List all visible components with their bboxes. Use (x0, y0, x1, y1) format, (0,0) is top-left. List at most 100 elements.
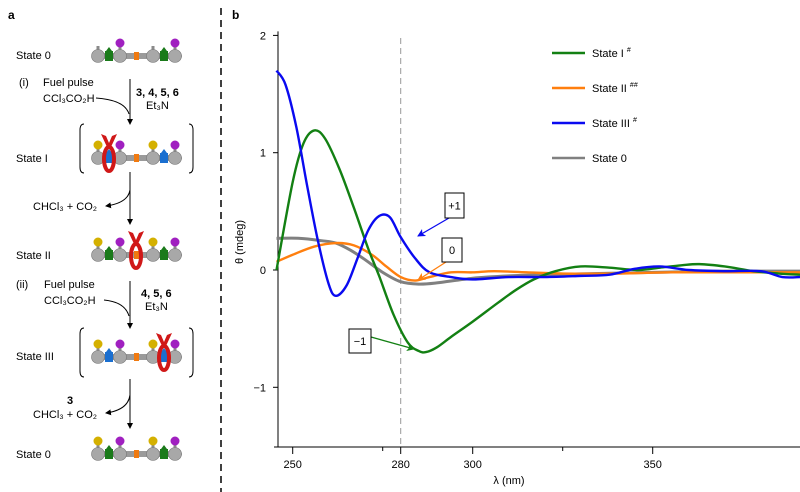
binding-station-top (106, 445, 112, 449)
annotation-text: −1 (354, 336, 367, 348)
step2-fuel-label: Fuel pulse (44, 279, 95, 291)
cap-ball (148, 436, 158, 446)
binding-station (105, 51, 113, 61)
y-tick-label: −1 (253, 382, 266, 394)
cap-ball (115, 436, 125, 446)
series-line-state-iii (275, 69, 800, 298)
binding-station-top (161, 47, 167, 51)
series-line-state-ii (276, 241, 800, 282)
cap-ball (148, 140, 158, 150)
panel-b-label: b (232, 8, 239, 22)
annotation-arrow (417, 217, 450, 237)
bracket-left-state3 (79, 327, 85, 378)
binding-station (160, 51, 168, 61)
state-label-4: State 0 (16, 449, 51, 461)
bracket-right-state3 (188, 327, 194, 378)
stopper-ball (91, 350, 105, 364)
legend-label: State III # (592, 117, 637, 130)
binding-station-top (161, 246, 167, 250)
cap-ball (93, 339, 103, 349)
stopper-ball (91, 447, 105, 461)
rotaxane-molecule (91, 38, 182, 63)
step1-reagents: 3, 4, 5, 6 (136, 87, 179, 99)
brackets (79, 123, 194, 378)
stopper-ball (113, 248, 127, 262)
step1-fuel-label: Fuel pulse (43, 77, 94, 89)
macrocycle-top (101, 134, 117, 147)
byproduct2-reagent: 3 (67, 395, 73, 407)
series-line-state-i (275, 129, 800, 354)
step1-base: Et₃N (146, 100, 169, 112)
stopper-ball (168, 49, 182, 63)
cap-ball (170, 339, 180, 349)
annotation-arrow (370, 336, 415, 351)
step1-number: (i) (19, 77, 29, 89)
molecules (91, 38, 182, 461)
central-unit (134, 251, 139, 259)
state-label-0: State 0 (16, 50, 51, 62)
legend-label: State I # (592, 47, 631, 60)
binding-station-top (161, 445, 167, 449)
step2-reagents: 4, 5, 6 (141, 288, 172, 300)
binding-station (105, 250, 113, 260)
cap-ball (170, 38, 180, 48)
byproduct2: CHCl₃ + CO₂ (33, 409, 97, 421)
binding-station-top (106, 149, 112, 153)
cap-ball (93, 237, 103, 247)
x-axis-label: λ (nm) (493, 475, 524, 487)
binding-station (105, 352, 113, 362)
cap-ball (115, 237, 125, 247)
rotaxane-molecule (91, 333, 182, 372)
arrow-byproduct-2 (105, 394, 131, 416)
x-tick-label: 300 (464, 459, 482, 471)
binding-station (105, 449, 113, 459)
stopper-ball (146, 151, 160, 165)
binding-station (160, 352, 168, 362)
stopper-ball (113, 49, 127, 63)
stopper-ball (146, 447, 160, 461)
y-tick-label: 1 (260, 148, 266, 160)
cap-ball (148, 339, 158, 349)
cap-ball (148, 237, 158, 247)
legend-superscript: ## (630, 82, 638, 89)
rotaxane-molecule (91, 134, 182, 173)
bracket-right-state1 (188, 123, 194, 174)
legend-superscript: # (633, 117, 637, 124)
x-tick-label: 350 (644, 459, 662, 471)
x-tick-label: 250 (284, 459, 302, 471)
annotation-box (441, 237, 463, 263)
reaction-scheme: a State 0 State I State II State III Sta… (8, 8, 222, 492)
state-label-3: State III (16, 351, 54, 363)
bracket-left-state1 (79, 123, 85, 174)
y-tick-label: 2 (260, 30, 266, 42)
stopper-ball (168, 447, 182, 461)
central-unit (134, 353, 139, 361)
annotation-box (444, 192, 465, 219)
binding-station (160, 153, 168, 163)
state-label-2: State II (16, 250, 51, 262)
central-unit (134, 154, 139, 162)
step1-acid: CCl₃CO₂H (43, 93, 95, 105)
legend: State I # State II ## State III # State 0 (552, 47, 638, 165)
series-line-state-0 (276, 236, 800, 286)
axes: 2 1 0 −1 250 280 300 350 (253, 30, 800, 471)
stopper-ball (168, 248, 182, 262)
cap-ball (170, 140, 180, 150)
annotation-text: 0 (449, 245, 455, 257)
byproduct1: CHCl₃ + CO₂ (33, 201, 97, 213)
binding-station (105, 153, 113, 163)
cap-ball (115, 339, 125, 349)
y-axis-label: θ (mdeg) (234, 220, 246, 264)
cap-ball (93, 140, 103, 150)
annotation-box (348, 328, 372, 354)
step2-base: Et₃N (145, 301, 168, 313)
binding-station (160, 250, 168, 260)
stopper-ball (168, 151, 182, 165)
binding-station (160, 449, 168, 459)
stopper-ball (146, 49, 160, 63)
stopper-ball (113, 350, 127, 364)
annotation-minus-one: −1 (348, 328, 415, 354)
step2-number: (ii) (16, 279, 28, 291)
y-tick-label: 0 (260, 265, 266, 277)
stopper-ball (91, 248, 105, 262)
